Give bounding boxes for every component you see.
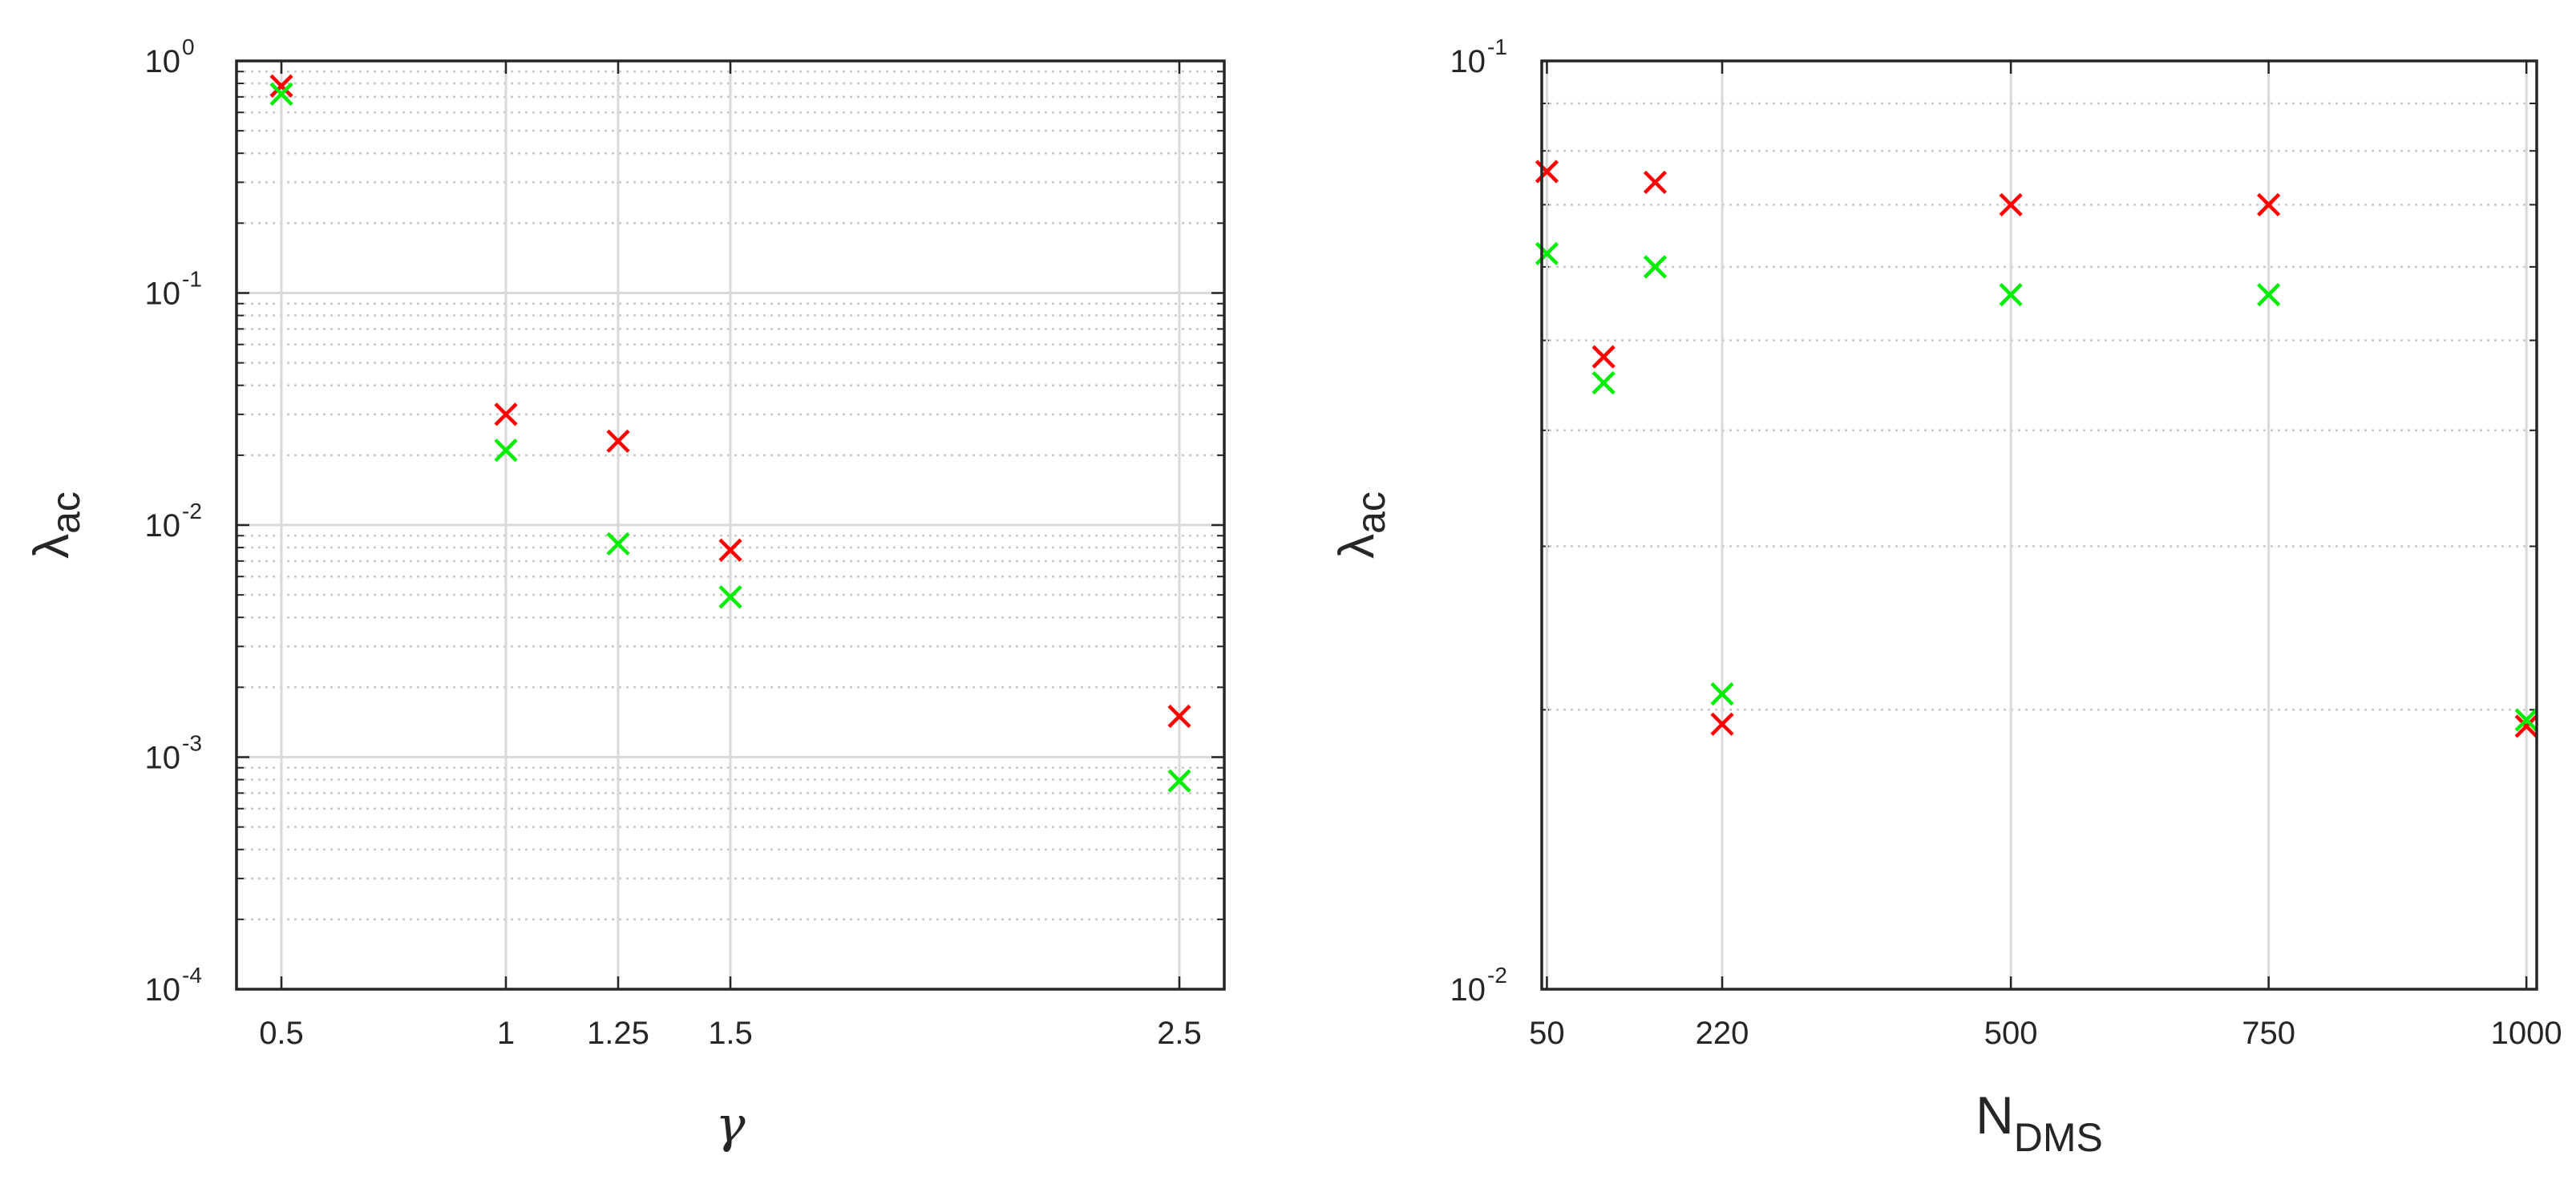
y-axis-label-subscript: ac xyxy=(1349,491,1393,534)
data-point-green xyxy=(2257,283,2281,307)
data-point-green xyxy=(1643,255,1668,279)
x-tick-label: 1.5 xyxy=(708,1016,753,1051)
y-axis-label: λac xyxy=(24,491,88,559)
y-tick-label-base: 10 xyxy=(145,741,181,776)
marker-stroke xyxy=(606,429,630,453)
marker-stroke xyxy=(494,438,518,463)
data-point-green xyxy=(1710,682,1734,706)
data-point-green xyxy=(269,82,293,106)
marker-stroke xyxy=(2257,283,2281,307)
y-tick-label-exponent: -3 xyxy=(182,731,202,756)
y-axis-label-subscript: ac xyxy=(43,491,88,534)
y-tick-label-exponent: -4 xyxy=(182,963,202,988)
x-axis-label: γ xyxy=(715,1095,746,1154)
x-tick-label: 1 xyxy=(497,1016,515,1051)
y-tick-label: 10 xyxy=(145,277,181,312)
data-point-red xyxy=(718,538,742,562)
marker-stroke xyxy=(1167,704,1191,729)
marker-stroke xyxy=(718,538,742,562)
data-point-green xyxy=(718,585,742,609)
data-point-red xyxy=(1710,712,1734,736)
marker-stroke xyxy=(2514,714,2538,738)
data-point-red xyxy=(494,402,518,426)
x-tick-label: 0.5 xyxy=(259,1016,304,1051)
x-tick-label: 1.25 xyxy=(587,1016,649,1051)
marker-stroke xyxy=(1710,712,1734,736)
marker-stroke xyxy=(1643,170,1668,195)
y-tick-label-exponent: 0 xyxy=(182,34,195,59)
marker-stroke xyxy=(2514,708,2538,732)
y-tick-label-exponent: -2 xyxy=(182,499,202,523)
marker-stroke xyxy=(1710,682,1734,706)
y-tick-label-base: 10 xyxy=(145,277,181,312)
marker-stroke xyxy=(1999,192,2023,216)
y-axis-label-symbol: λ xyxy=(1329,534,1385,559)
data-point-green xyxy=(1999,283,2023,307)
data-point-green xyxy=(1167,769,1191,793)
data-point-green xyxy=(494,438,518,463)
y-tick-label-base: 10 xyxy=(1450,972,1486,1008)
data-point-green xyxy=(2514,708,2538,732)
data-point-green xyxy=(1591,370,1616,395)
y-tick-label: 10 xyxy=(145,508,181,544)
plot-area xyxy=(1542,61,2537,989)
data-point-green xyxy=(1535,241,1559,266)
y-tick-label: 10 xyxy=(1450,44,1486,79)
y-tick-label: 10 xyxy=(145,44,181,79)
y-tick-label: 10 xyxy=(1450,972,1486,1008)
marker-stroke xyxy=(1535,160,1559,184)
data-point-red xyxy=(1535,160,1559,184)
y-tick-label-base: 10 xyxy=(145,508,181,544)
data-point-red xyxy=(1999,192,2023,216)
x-tick-label: 1000 xyxy=(2491,1016,2562,1051)
axes-frame xyxy=(235,59,1226,991)
y-tick-label-exponent: -1 xyxy=(182,267,202,292)
marker-stroke xyxy=(2257,192,2281,216)
marker-stroke xyxy=(494,402,518,426)
marker-stroke xyxy=(1999,283,2023,307)
x-axis-label: NDMS xyxy=(1975,1085,2103,1160)
marker-stroke xyxy=(269,82,293,106)
data-point-red xyxy=(2514,714,2538,738)
marker-stroke xyxy=(1591,345,1616,369)
data-point-red xyxy=(269,74,293,98)
y-axis-label: λac xyxy=(1329,491,1393,559)
x-tick-label: 50 xyxy=(1529,1016,1565,1051)
y-tick-label-exponent: -2 xyxy=(1487,963,1507,988)
data-point-red xyxy=(606,429,630,453)
data-point-red xyxy=(1591,345,1616,369)
x-axis-label-subscript: DMS xyxy=(2014,1115,2103,1160)
marker-stroke xyxy=(1167,769,1191,793)
y-tick-label: 10 xyxy=(145,972,181,1008)
marker-stroke xyxy=(606,531,630,556)
y-tick-label-base: 10 xyxy=(1450,44,1486,79)
y-tick-label-base: 10 xyxy=(145,44,181,79)
y-axis-label-symbol: λ xyxy=(24,534,79,559)
marker-stroke xyxy=(1535,241,1559,266)
marker-stroke xyxy=(1591,370,1616,395)
x-tick-label: 500 xyxy=(1984,1016,2038,1051)
axes-frame xyxy=(1540,59,2538,991)
x-tick-label: 220 xyxy=(1696,1016,1749,1051)
data-point-green xyxy=(606,531,630,556)
x-tick-label: 750 xyxy=(2242,1016,2295,1051)
data-point-red xyxy=(1167,704,1191,729)
marker-stroke xyxy=(718,585,742,609)
x-tick-label: 2.5 xyxy=(1157,1016,1202,1051)
x-axis-label-main: N xyxy=(1975,1085,2014,1145)
data-point-red xyxy=(1643,170,1668,195)
y-tick-label-base: 10 xyxy=(145,972,181,1008)
y-tick-label-exponent: -1 xyxy=(1487,34,1507,59)
marker-stroke xyxy=(1643,255,1668,279)
data-point-red xyxy=(2257,192,2281,216)
y-tick-label: 10 xyxy=(145,741,181,776)
marker-stroke xyxy=(269,74,293,98)
